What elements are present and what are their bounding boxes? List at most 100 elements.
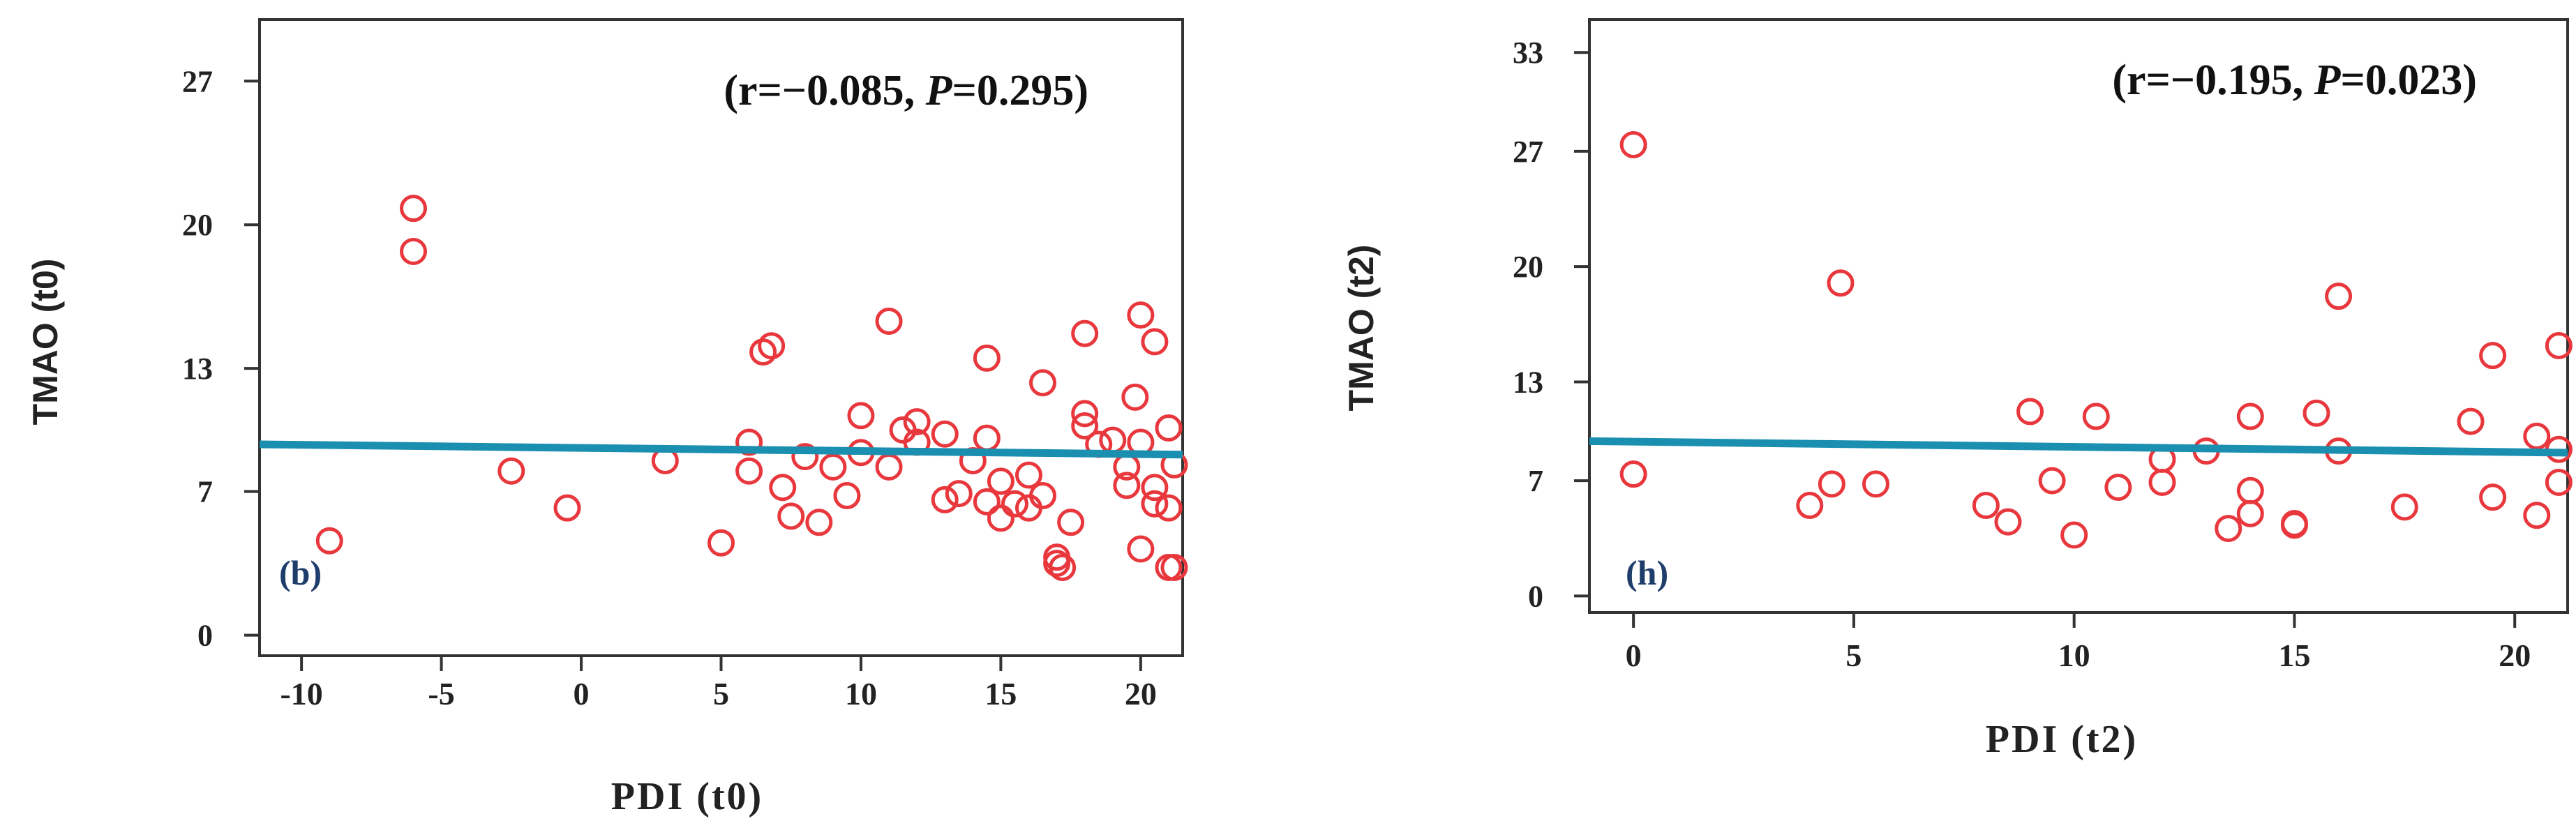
regression-line: [259, 440, 1183, 459]
x-tick-label: 5: [713, 676, 729, 712]
y-tick-label: 27: [1513, 135, 1543, 169]
data-point: [931, 420, 959, 448]
x-tick-label: 0: [1626, 638, 1642, 673]
data-point: [1071, 319, 1099, 347]
data-point: [1994, 508, 2022, 536]
data-point: [1001, 490, 1028, 518]
x-tick-label: 20: [2499, 638, 2531, 673]
data-point: [2302, 399, 2330, 427]
y-tick-label: 13: [182, 352, 213, 386]
y-tick-label: 0: [1528, 579, 1543, 613]
data-point: [2479, 483, 2507, 511]
data-point: [2325, 283, 2353, 310]
data-point: [2148, 468, 2176, 496]
data-point: [1619, 460, 1647, 488]
data-point: [805, 509, 833, 536]
y-axis-label: TMAO (t0): [26, 259, 65, 426]
data-point: [819, 453, 847, 481]
data-point: [987, 504, 1014, 532]
data-point: [400, 195, 427, 223]
data-point: [315, 527, 343, 555]
data-point: [2016, 398, 2044, 426]
data-point: [1121, 383, 1149, 411]
x-tick-label: 15: [984, 676, 1017, 712]
data-point: [2479, 342, 2507, 370]
data-point: [2457, 407, 2485, 435]
data-point: [1113, 472, 1141, 499]
data-point: [2545, 468, 2573, 496]
data-point: [903, 408, 931, 436]
data-point: [1099, 426, 1127, 454]
data-point: [973, 344, 1001, 372]
y-axis-label: TMAO (t2): [1342, 245, 1381, 412]
panel-label: (b): [279, 553, 322, 592]
data-point: [1155, 553, 1183, 581]
x-tick-label: 20: [1125, 676, 1157, 712]
data-point: [769, 474, 797, 502]
panel-label: (h): [1626, 553, 1668, 592]
data-point: [2104, 474, 2132, 502]
data-point: [1049, 553, 1077, 581]
data-point: [1155, 494, 1183, 522]
data-point: [2236, 402, 2264, 430]
x-axis-label: PDI (t0): [611, 775, 763, 818]
data-point: [2545, 332, 2573, 359]
data-point: [2236, 476, 2264, 504]
data-point: [1796, 492, 1824, 520]
data-point: [1160, 553, 1188, 581]
data-point: [1071, 412, 1099, 440]
correlation-annotation: (r=−0.085, P=0.295): [724, 67, 1088, 114]
x-tick-label: 10: [845, 676, 877, 712]
data-point: [497, 457, 525, 485]
data-point: [1141, 328, 1169, 356]
data-point: [931, 485, 959, 513]
x-tick-label: 15: [2278, 638, 2310, 673]
regression-line: [1589, 437, 2568, 457]
data-point: [875, 453, 903, 481]
data-point: [1127, 535, 1155, 563]
y-tick-label: 20: [1513, 250, 1543, 284]
data-point: [2060, 521, 2088, 549]
data-point: [1127, 301, 1155, 329]
data-point: [2390, 493, 2418, 521]
data-point: [2215, 515, 2242, 543]
data-point: [735, 428, 763, 456]
data-point: [735, 457, 763, 485]
chart-panel-h: 0 7 13 20 27 33 0 5 10 15 20 (r=−0.195, P=0.023) (…: [1342, 18, 2573, 761]
data-point: [2523, 502, 2551, 529]
data-point: [553, 494, 581, 522]
data-point: [758, 332, 786, 360]
data-point: [1057, 509, 1085, 536]
data-point: [1155, 414, 1183, 442]
correlation-annotation: (r=−0.195, P=0.023): [2112, 57, 2477, 104]
data-point: [1141, 474, 1169, 502]
data-point: [973, 424, 1001, 452]
data-point: [2280, 510, 2308, 537]
data-point: [1862, 470, 1889, 498]
data-point: [2523, 422, 2551, 450]
data-point: [1619, 130, 1647, 158]
y-tick-label: 33: [1513, 36, 1543, 70]
y-tick-label: 7: [197, 475, 213, 509]
y-tick-label: 27: [182, 64, 213, 98]
data-point: [833, 482, 861, 510]
data-point: [1972, 492, 2000, 520]
data-point: [1141, 490, 1169, 518]
data-point: [1029, 369, 1057, 397]
plot-frame: [1588, 18, 2569, 614]
y-tick-label: 20: [182, 208, 213, 242]
data-point: [707, 529, 735, 557]
x-axis-label: PDI (t2): [1986, 718, 2138, 761]
x-tick-label: 0: [574, 676, 590, 712]
data-point: [400, 237, 427, 265]
data-point: [2038, 467, 2066, 495]
chart-panel-b: 0 7 13 20 27 -10 -5 0 5 10 15 20 (r=−0.085, P=0.295…: [26, 18, 1188, 818]
data-point: [973, 488, 1001, 515]
data-point: [945, 480, 973, 508]
data-point: [791, 443, 819, 471]
x-tick-label: -5: [428, 676, 454, 712]
data-point: [1827, 269, 1855, 297]
data-point: [1071, 400, 1099, 428]
data-point: [1029, 482, 1057, 510]
